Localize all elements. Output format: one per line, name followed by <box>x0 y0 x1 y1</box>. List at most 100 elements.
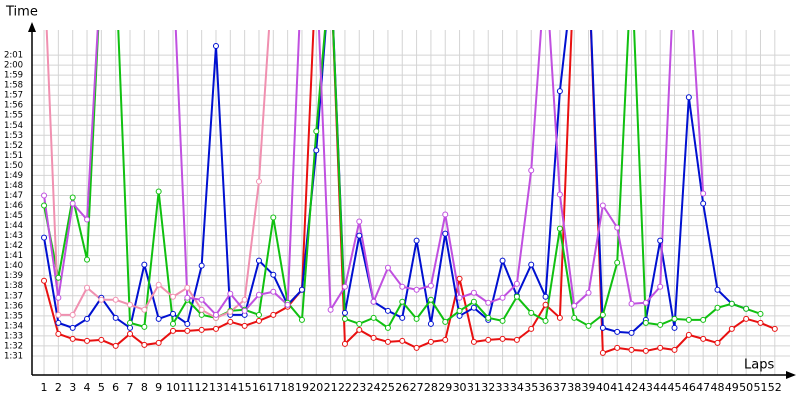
point-marker <box>413 286 420 293</box>
y-tick-label: 1:38 <box>4 281 23 291</box>
point-marker <box>771 325 778 332</box>
x-tick-label: 9 <box>155 381 162 394</box>
y-axis-title: Time <box>5 5 38 20</box>
x-axis-title: Laps <box>744 358 774 373</box>
point-marker <box>399 314 406 321</box>
point-marker <box>628 329 635 336</box>
point-marker <box>112 296 119 303</box>
y-tick-label: 1:50 <box>4 161 23 171</box>
point-marker <box>599 324 606 331</box>
point-marker <box>313 128 320 135</box>
point-marker <box>184 284 191 291</box>
point-marker <box>442 211 449 218</box>
point-marker <box>370 314 377 321</box>
point-marker <box>700 335 707 342</box>
point-marker <box>327 306 334 313</box>
point-marker <box>212 325 219 332</box>
x-tick-label: 22 <box>338 381 352 394</box>
y-tick-label: 1:40 <box>4 261 23 271</box>
point-marker <box>313 147 320 154</box>
point-marker <box>241 296 248 303</box>
y-tick-label: 1:33 <box>4 331 23 341</box>
point-marker <box>528 325 535 332</box>
point-marker <box>341 340 348 347</box>
point-marker <box>657 237 664 244</box>
point-marker <box>542 293 549 300</box>
point-marker <box>685 316 692 323</box>
x-tick-label: 45 <box>668 381 682 394</box>
point-marker <box>356 320 363 327</box>
x-tick-label: 44 <box>653 381 667 394</box>
x-tick-label: 36 <box>539 381 553 394</box>
x-tick-label: 38 <box>567 381 581 394</box>
point-marker <box>141 261 148 268</box>
point-marker <box>270 214 277 221</box>
point-marker <box>112 314 119 321</box>
y-tick-label: 2:01 <box>4 51 23 61</box>
point-marker <box>284 301 291 308</box>
x-tick-label: 14 <box>223 381 237 394</box>
point-marker <box>470 298 477 305</box>
y-tick-label: 1:47 <box>4 191 23 201</box>
point-marker <box>84 216 91 223</box>
point-marker <box>98 296 105 303</box>
point-marker <box>485 336 492 343</box>
point-marker <box>169 320 176 327</box>
point-marker <box>384 264 391 271</box>
point-marker <box>700 316 707 323</box>
y-tick-label: 1:34 <box>4 321 23 331</box>
point-marker <box>542 301 549 308</box>
point-marker <box>700 190 707 197</box>
point-marker <box>571 302 578 309</box>
point-marker <box>69 324 76 331</box>
x-tick-label: 25 <box>381 381 395 394</box>
point-marker <box>642 347 649 354</box>
point-marker <box>728 325 735 332</box>
point-marker <box>255 178 262 185</box>
point-marker <box>399 298 406 305</box>
point-marker <box>112 342 119 349</box>
point-marker <box>571 314 578 321</box>
y-tick-label: 1:51 <box>4 151 23 161</box>
x-tick-label: 32 <box>481 381 495 394</box>
y-axis-arrow <box>28 22 36 32</box>
x-tick-label: 11 <box>180 381 194 394</box>
point-marker <box>141 341 148 348</box>
point-marker <box>155 188 162 195</box>
y-tick-label: 1:39 <box>4 271 23 281</box>
point-marker <box>184 294 191 301</box>
x-tick-label: 10 <box>166 381 180 394</box>
point-marker <box>528 309 535 316</box>
point-marker <box>470 338 477 345</box>
point-marker <box>628 346 635 353</box>
point-marker <box>528 261 535 268</box>
point-marker <box>413 315 420 322</box>
point-marker <box>84 256 91 263</box>
x-tick-label: 42 <box>625 381 639 394</box>
point-marker <box>241 307 248 314</box>
x-tick-label: 4 <box>84 381 91 394</box>
x-tick-label: 20 <box>309 381 323 394</box>
point-marker <box>499 294 506 301</box>
point-marker <box>671 324 678 331</box>
point-marker <box>212 43 219 50</box>
point-marker <box>599 349 606 356</box>
y-tick-label: 1:49 <box>4 171 23 181</box>
point-marker <box>69 200 76 207</box>
point-marker <box>356 326 363 333</box>
x-tick-label: 31 <box>467 381 481 394</box>
x-tick-label: 40 <box>596 381 610 394</box>
point-marker <box>556 225 563 232</box>
x-tick-label: 2 <box>55 381 62 394</box>
point-marker <box>599 202 606 209</box>
point-marker <box>757 310 764 317</box>
x-tick-label: 37 <box>553 381 567 394</box>
point-marker <box>556 88 563 95</box>
point-marker <box>700 200 707 207</box>
point-marker <box>427 320 434 327</box>
point-marker <box>456 312 463 319</box>
point-marker <box>513 280 520 287</box>
point-marker <box>413 344 420 351</box>
